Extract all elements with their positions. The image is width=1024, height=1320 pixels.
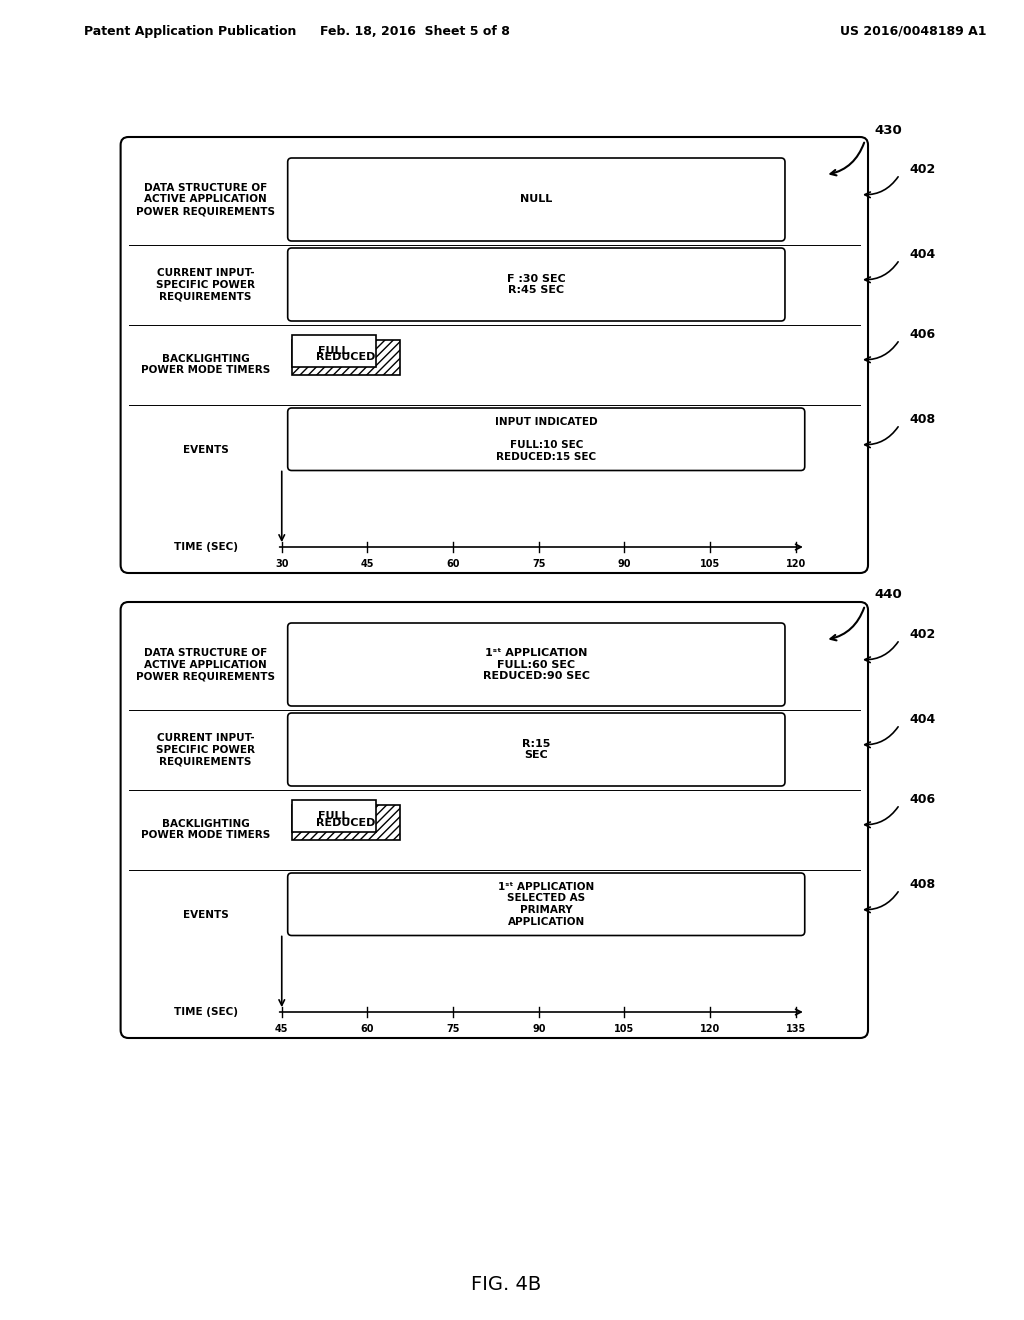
Text: 406: 406 <box>909 327 936 341</box>
Text: NULL: NULL <box>520 194 553 205</box>
FancyBboxPatch shape <box>288 158 785 242</box>
Text: 90: 90 <box>617 558 631 569</box>
Text: REDUCED: REDUCED <box>316 352 376 363</box>
Text: 406: 406 <box>909 793 936 807</box>
Text: FULL: FULL <box>318 346 349 356</box>
Text: BACKLIGHTING
POWER MODE TIMERS: BACKLIGHTING POWER MODE TIMERS <box>141 818 270 841</box>
Text: 60: 60 <box>360 1024 374 1034</box>
Text: 402: 402 <box>909 628 936 642</box>
Text: 1ˢᵗ APPLICATION
SELECTED AS
PRIMARY
APPLICATION: 1ˢᵗ APPLICATION SELECTED AS PRIMARY APPL… <box>498 882 594 927</box>
Text: 120: 120 <box>785 558 806 569</box>
Text: BACKLIGHTING
POWER MODE TIMERS: BACKLIGHTING POWER MODE TIMERS <box>141 354 270 375</box>
Text: EVENTS: EVENTS <box>182 909 228 920</box>
FancyBboxPatch shape <box>121 602 868 1038</box>
Text: 135: 135 <box>785 1024 806 1034</box>
FancyBboxPatch shape <box>288 248 785 321</box>
Text: 404: 404 <box>909 248 936 261</box>
Text: 45: 45 <box>275 1024 289 1034</box>
Text: 90: 90 <box>532 1024 546 1034</box>
Text: US 2016/0048189 A1: US 2016/0048189 A1 <box>841 25 987 38</box>
Text: 120: 120 <box>700 1024 720 1034</box>
Text: TIME (SEC): TIME (SEC) <box>174 543 238 552</box>
Text: 75: 75 <box>532 558 546 569</box>
Text: 30: 30 <box>275 558 289 569</box>
Text: FULL: FULL <box>318 810 349 821</box>
FancyBboxPatch shape <box>288 713 785 785</box>
FancyBboxPatch shape <box>292 341 400 375</box>
Text: REDUCED: REDUCED <box>316 817 376 828</box>
Text: TIME (SEC): TIME (SEC) <box>174 1007 238 1016</box>
Text: 60: 60 <box>446 558 460 569</box>
Text: DATA STRUCTURE OF
ACTIVE APPLICATION
POWER REQUIREMENTS: DATA STRUCTURE OF ACTIVE APPLICATION POW… <box>136 648 275 681</box>
Text: 408: 408 <box>909 878 936 891</box>
Text: 404: 404 <box>909 713 936 726</box>
Text: 430: 430 <box>874 124 903 136</box>
FancyBboxPatch shape <box>288 623 785 706</box>
FancyBboxPatch shape <box>292 335 376 367</box>
FancyBboxPatch shape <box>288 408 805 470</box>
Text: 105: 105 <box>700 558 720 569</box>
Text: CURRENT INPUT-
SPECIFIC POWER
REQUIREMENTS: CURRENT INPUT- SPECIFIC POWER REQUIREMEN… <box>156 268 255 301</box>
Text: EVENTS: EVENTS <box>182 445 228 454</box>
FancyBboxPatch shape <box>288 873 805 936</box>
Text: CURRENT INPUT-
SPECIFIC POWER
REQUIREMENTS: CURRENT INPUT- SPECIFIC POWER REQUIREMEN… <box>156 733 255 766</box>
Text: 105: 105 <box>614 1024 635 1034</box>
Text: 440: 440 <box>874 589 903 602</box>
Text: 1ˢᵗ APPLICATION
FULL:60 SEC
REDUCED:90 SEC: 1ˢᵗ APPLICATION FULL:60 SEC REDUCED:90 S… <box>483 648 590 681</box>
Text: 75: 75 <box>446 1024 460 1034</box>
Text: INPUT INDICATED

FULL:10 SEC
REDUCED:15 SEC: INPUT INDICATED FULL:10 SEC REDUCED:15 S… <box>495 417 598 462</box>
Text: F :30 SEC
R:45 SEC: F :30 SEC R:45 SEC <box>507 273 565 296</box>
Text: Patent Application Publication: Patent Application Publication <box>84 25 296 38</box>
Text: FIG. 4B: FIG. 4B <box>471 1275 542 1295</box>
FancyBboxPatch shape <box>292 805 400 840</box>
Text: R:15
SEC: R:15 SEC <box>522 739 551 760</box>
FancyBboxPatch shape <box>292 800 376 832</box>
Text: Feb. 18, 2016  Sheet 5 of 8: Feb. 18, 2016 Sheet 5 of 8 <box>321 25 510 38</box>
Text: 45: 45 <box>360 558 374 569</box>
Text: DATA STRUCTURE OF
ACTIVE APPLICATION
POWER REQUIREMENTS: DATA STRUCTURE OF ACTIVE APPLICATION POW… <box>136 183 275 216</box>
Text: 408: 408 <box>909 413 936 426</box>
FancyBboxPatch shape <box>121 137 868 573</box>
Text: 402: 402 <box>909 162 936 176</box>
